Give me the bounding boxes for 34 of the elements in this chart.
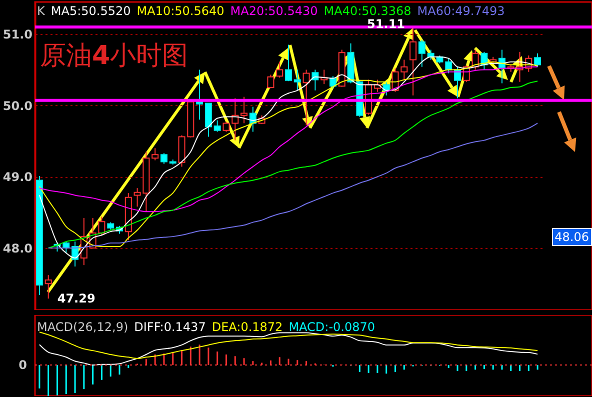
candlestick bbox=[400, 59, 408, 80]
series-label: DEA:0.1872 bbox=[212, 320, 283, 334]
candlestick bbox=[294, 69, 301, 91]
annotation: K bbox=[37, 4, 45, 18]
candlestick bbox=[222, 121, 230, 132]
candlestick bbox=[240, 96, 248, 124]
text: MA5:50.5520 bbox=[50, 4, 131, 18]
annotation: 47.29 bbox=[57, 292, 96, 306]
y-tick-label: 49.0 bbox=[2, 170, 32, 184]
candlestick bbox=[214, 120, 221, 132]
series-label: DIFF:0.1437 bbox=[134, 320, 206, 334]
candlestick bbox=[204, 102, 212, 138]
ref-line-label: 0 bbox=[18, 358, 27, 372]
text: MA10:50.5640 bbox=[136, 4, 224, 18]
candlestick bbox=[410, 26, 417, 96]
y-tick-label: 51.0 bbox=[2, 28, 32, 42]
candlestick bbox=[44, 274, 52, 300]
candlestick bbox=[267, 74, 274, 89]
chart-title: MACD(26,12,9) bbox=[37, 320, 128, 334]
candlestick bbox=[276, 61, 284, 78]
text: 原油4小时图 bbox=[40, 41, 188, 71]
text: MA60:49.7493 bbox=[417, 4, 505, 18]
y-tick-label: 48.0 bbox=[2, 241, 32, 256]
candlestick bbox=[160, 152, 168, 164]
candlestick bbox=[152, 148, 159, 161]
candlestick bbox=[302, 69, 310, 126]
candlestick bbox=[285, 44, 292, 82]
candlestick bbox=[418, 39, 426, 68]
y-tick-label: 50.0 bbox=[2, 98, 32, 113]
candlestick bbox=[534, 52, 542, 68]
text: MACD:-0.0870 bbox=[288, 320, 376, 334]
text: MA20:50.5430 bbox=[230, 4, 318, 18]
text: 48.06 bbox=[552, 228, 592, 246]
text: MA40:50.3368 bbox=[324, 4, 412, 18]
